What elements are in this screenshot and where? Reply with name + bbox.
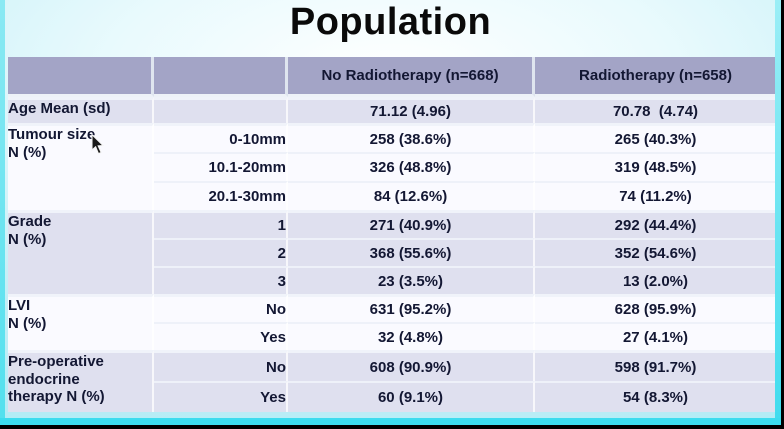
cell-radiotherapy: 265 (40.3%)	[535, 123, 776, 152]
cell-radiotherapy: 54 (8.3%)	[535, 381, 776, 412]
cell-no-radiotherapy: 32 (4.8%)	[288, 322, 535, 350]
cell-no-radiotherapy: 631 (95.2%)	[288, 294, 535, 322]
header-cell-radiotherapy: Radiotherapy (n=658)	[535, 57, 776, 97]
table-row: Yes 32 (4.8%) 27 (4.1%)	[8, 322, 776, 350]
row-subcategory: Yes	[154, 381, 288, 412]
table-body: Age Mean (sd) 71.12 (4.96) 70.78 (4.74) Tum…	[8, 97, 776, 412]
table-row: 3 23 (3.5%) 13 (2.0%)	[8, 266, 776, 294]
header-cell-subcategory	[154, 57, 288, 97]
cell-radiotherapy: 70.78 (4.74)	[535, 97, 776, 123]
header-cell-no-radiotherapy: No Radiotherapy (n=668)	[288, 57, 535, 97]
cell-no-radiotherapy: 60 (9.1%)	[288, 381, 535, 412]
row-subcategory: No	[154, 294, 288, 322]
row-group-label: LVI N (%)	[8, 294, 154, 350]
mouse-cursor-icon	[91, 134, 105, 155]
cell-no-radiotherapy: 84 (12.6%)	[288, 181, 535, 210]
cell-radiotherapy: 319 (48.5%)	[535, 152, 776, 181]
population-table: No Radiotherapy (n=668) Radiotherapy (n=…	[8, 57, 776, 412]
row-group-label: Grade N (%)	[8, 210, 154, 294]
cell-no-radiotherapy: 23 (3.5%)	[288, 266, 535, 294]
table-row: Tumour size N (%) 0-10mm 258 (38.6%) 265 (4…	[8, 123, 776, 210]
row-subcategory: Yes	[154, 322, 288, 350]
row-group-label: Age Mean (sd)	[8, 97, 154, 123]
table-row: 2 368 (55.6%) 352 (54.6%)	[8, 238, 776, 266]
table-header-row: No Radiotherapy (n=668) Radiotherapy (n=…	[8, 57, 776, 97]
cell-radiotherapy: 598 (91.7%)	[535, 350, 776, 381]
page-title: Population	[289, 1, 492, 43]
row-subcategory: 10.1-20mm	[154, 152, 288, 181]
header-cell-group	[8, 57, 154, 97]
row-group-label: Tumour size N (%)	[8, 123, 154, 210]
row-subcategory: 0-10mm	[154, 123, 288, 152]
cell-no-radiotherapy: 368 (55.6%)	[288, 238, 535, 266]
table-row: 10.1-20mm 326 (48.8%) 319 (48.5%)	[8, 152, 776, 181]
cell-radiotherapy: 292 (44.4%)	[535, 210, 776, 238]
row-subcategory: 1	[154, 210, 288, 238]
cell-radiotherapy: 27 (4.1%)	[535, 322, 776, 350]
slide-border-right	[775, 0, 781, 425]
cell-no-radiotherapy: 608 (90.9%)	[288, 350, 535, 381]
cell-radiotherapy: 352 (54.6%)	[535, 238, 776, 266]
cell-no-radiotherapy: 326 (48.8%)	[288, 152, 535, 181]
row-subcategory	[154, 97, 288, 123]
row-subcategory: 2	[154, 238, 288, 266]
table-row: Pre-operative endocrine therapy N (%) No 6…	[8, 350, 776, 412]
row-subcategory: No	[154, 350, 288, 381]
cell-radiotherapy: 628 (95.9%)	[535, 294, 776, 322]
row-subcategory: 3	[154, 266, 288, 294]
row-group-label: Pre-operative endocrine therapy N (%)	[8, 350, 154, 412]
cell-no-radiotherapy: 71.12 (4.96)	[288, 97, 535, 123]
cell-radiotherapy: 74 (11.2%)	[535, 181, 776, 210]
table-row: Age Mean (sd) 71.12 (4.96) 70.78 (4.74)	[8, 97, 776, 123]
table-row: Yes 60 (9.1%) 54 (8.3%)	[8, 381, 776, 412]
slide-border-bottom	[0, 418, 781, 425]
slide-border-left	[0, 0, 5, 425]
cell-radiotherapy: 13 (2.0%)	[535, 266, 776, 294]
table-row: LVI N (%) No 631 (95.2%) 628 (95.9%)	[8, 294, 776, 350]
table-row: 20.1-30mm 84 (12.6%) 74 (11.2%)	[8, 181, 776, 210]
row-subcategory: 20.1-30mm	[154, 181, 288, 210]
cell-no-radiotherapy: 271 (40.9%)	[288, 210, 535, 238]
table-row: Grade N (%) 1 271 (40.9%) 292 (44.4%)	[8, 210, 776, 294]
cell-no-radiotherapy: 258 (38.6%)	[288, 123, 535, 152]
